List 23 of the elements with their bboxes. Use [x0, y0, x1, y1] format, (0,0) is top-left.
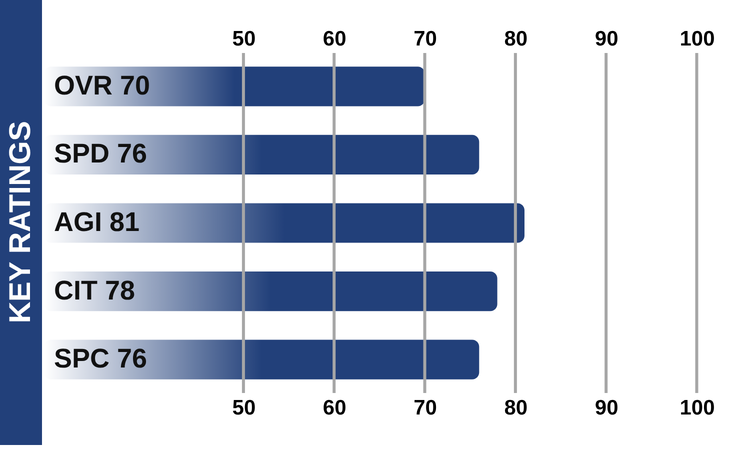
data-label: 76: [117, 138, 148, 169]
text: KEY RATINGS: [4, 121, 38, 324]
data-label: 81: [110, 207, 140, 237]
y-tick-label: CIT: [54, 275, 98, 306]
x2-tick-label: 100: [680, 396, 715, 420]
x2-tick-label: 80: [504, 396, 528, 420]
data-label: 70: [120, 70, 150, 100]
data-label: 78: [104, 275, 136, 306]
x-tick-label: 70: [414, 28, 437, 50]
x2-tick-label: 70: [414, 396, 437, 420]
y-tick-label: AGI: [54, 207, 102, 237]
y-tick-label: SPC: [54, 344, 110, 374]
x-tick-label: 60: [322, 28, 346, 50]
data-label: 76: [117, 344, 148, 374]
x2-tick-label: 50: [232, 396, 256, 420]
x2-tick-label: 90: [594, 396, 618, 420]
x-tick-label: 80: [504, 28, 528, 50]
y-tick-label: SPD: [54, 138, 110, 169]
x-tick-label: 100: [680, 28, 715, 50]
x2-tick-label: 60: [322, 396, 346, 420]
y-tick-label: OVR: [54, 70, 113, 100]
x-tick-label: 50: [232, 28, 256, 50]
x-tick-label: 90: [594, 28, 618, 50]
